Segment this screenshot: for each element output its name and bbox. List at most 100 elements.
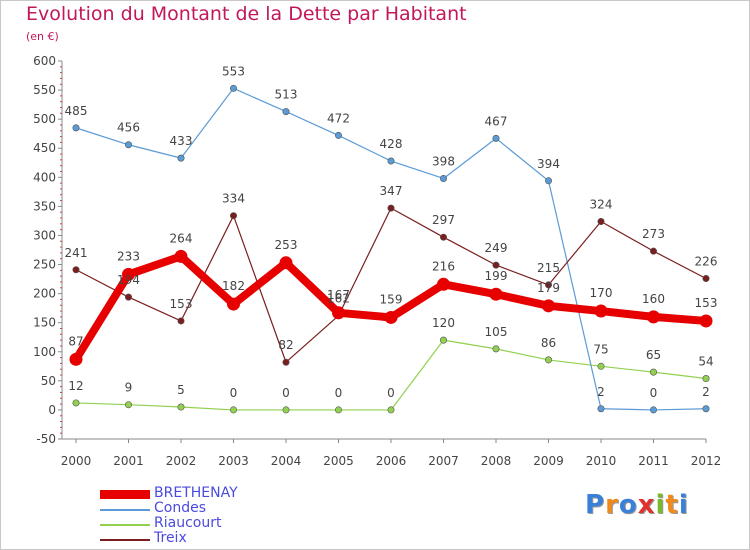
legend-label-brethenay: BRETHENAY [154,485,238,501]
data-label-riaucourt: 0 [387,386,395,400]
point-treix [230,212,238,220]
point-treix [492,261,500,269]
proxiti-logo: Proxiti [585,490,689,520]
point-condes [177,154,185,162]
data-label-riaucourt: 12 [68,379,83,393]
point-condes [72,124,80,132]
point-condes [544,177,552,185]
data-label-condes: 433 [170,134,193,148]
data-label-brethenay: 160 [642,292,665,306]
point-brethenay [279,256,293,270]
data-label-riaucourt: 86 [541,336,556,350]
data-label-treix: 215 [537,261,560,275]
y-tick-label: 600 [33,54,56,68]
legend-label-riaucourt: Riaucourt [154,515,222,531]
point-treix [177,317,185,325]
data-label-brethenay: 216 [432,259,455,273]
point-treix [282,358,290,366]
data-label-condes: 467 [485,114,508,128]
data-label-brethenay: 253 [275,238,298,252]
y-tick-label: 500 [33,112,56,126]
data-label-condes: 456 [117,121,140,135]
x-tick-label: 2008 [481,454,512,468]
y-tick-label: 0 [48,403,56,417]
data-label-brethenay: 199 [485,269,508,283]
x-tick-label: 2003 [218,454,249,468]
x-tick-label: 2007 [428,454,459,468]
x-tick-label: 2012 [691,454,722,468]
data-label-brethenay: 179 [537,281,560,295]
point-brethenay [594,304,608,318]
point-condes [597,405,605,413]
data-label-treix: 347 [380,184,403,198]
data-label-condes: 513 [275,88,298,102]
data-label-riaucourt: 5 [177,383,185,397]
x-tick-label: 2002 [166,454,197,468]
data-label-condes: 398 [432,154,455,168]
y-tick-label: 150 [33,316,56,330]
x-tick-label: 2000 [61,454,92,468]
data-label-treix: 194 [117,273,140,287]
chart-title: Evolution du Montant de la Dette par Hab… [26,3,467,25]
y-tick-label: 400 [33,170,56,184]
data-label-riaucourt: 65 [646,348,661,362]
point-brethenay [489,287,503,301]
logo-letter: r [605,490,619,520]
point-riaucourt [177,403,185,411]
data-label-riaucourt: 54 [698,355,713,369]
point-brethenay [437,277,450,291]
point-riaucourt [544,356,552,364]
logo-letter: o [618,490,638,520]
data-label-riaucourt: 105 [485,325,508,339]
point-condes [125,141,133,149]
x-tick-label: 2005 [323,454,354,468]
data-label-treix: 153 [170,297,193,311]
data-label-treix: 241 [65,246,88,260]
data-label-brethenay: 264 [170,231,193,245]
point-riaucourt [125,401,133,409]
point-condes [282,108,290,116]
data-label-riaucourt: 75 [593,342,608,356]
data-label-treix: 297 [432,213,455,227]
logo-letter: P [585,490,606,520]
data-label-condes: 428 [380,137,403,151]
point-condes [387,157,395,165]
point-condes [649,406,657,414]
point-riaucourt [334,406,342,414]
point-riaucourt [230,406,238,414]
y-tick-label: 200 [33,287,56,301]
data-label-treix: 324 [590,198,613,212]
point-brethenay [174,249,188,263]
x-tick-label: 2001 [113,454,144,468]
x-tick-label: 2004 [271,454,302,468]
point-brethenay [332,306,345,320]
point-treix [597,218,605,226]
data-label-condes: 2 [702,385,710,399]
point-riaucourt [282,406,290,414]
data-label-riaucourt: 0 [230,386,238,400]
data-label-brethenay: 182 [222,279,245,293]
point-condes [702,405,710,413]
data-label-condes: 2 [597,385,605,399]
logo-letter: x [637,490,656,520]
x-tick-label: 2009 [533,454,564,468]
data-label-treix: 226 [695,254,718,268]
point-brethenay [384,310,398,324]
logo-letter: t [665,490,679,520]
data-label-brethenay: 167 [327,288,350,302]
x-tick-label: 2006 [376,454,407,468]
data-label-treix: 334 [222,192,245,206]
point-brethenay [122,267,135,281]
data-label-riaucourt: 9 [125,381,133,395]
point-treix [439,233,447,241]
data-label-brethenay: 159 [380,292,403,306]
y-tick-label: 50 [41,374,56,388]
data-label-condes: 0 [650,386,658,400]
y-tick-label: 300 [33,228,56,242]
data-label-brethenay: 233 [117,249,140,263]
point-brethenay [69,352,83,366]
x-tick-label: 2010 [586,454,617,468]
y-tick-label: -50 [36,432,56,446]
legend-swatch-brethenay [100,490,150,499]
logo-letter: i [655,490,666,520]
